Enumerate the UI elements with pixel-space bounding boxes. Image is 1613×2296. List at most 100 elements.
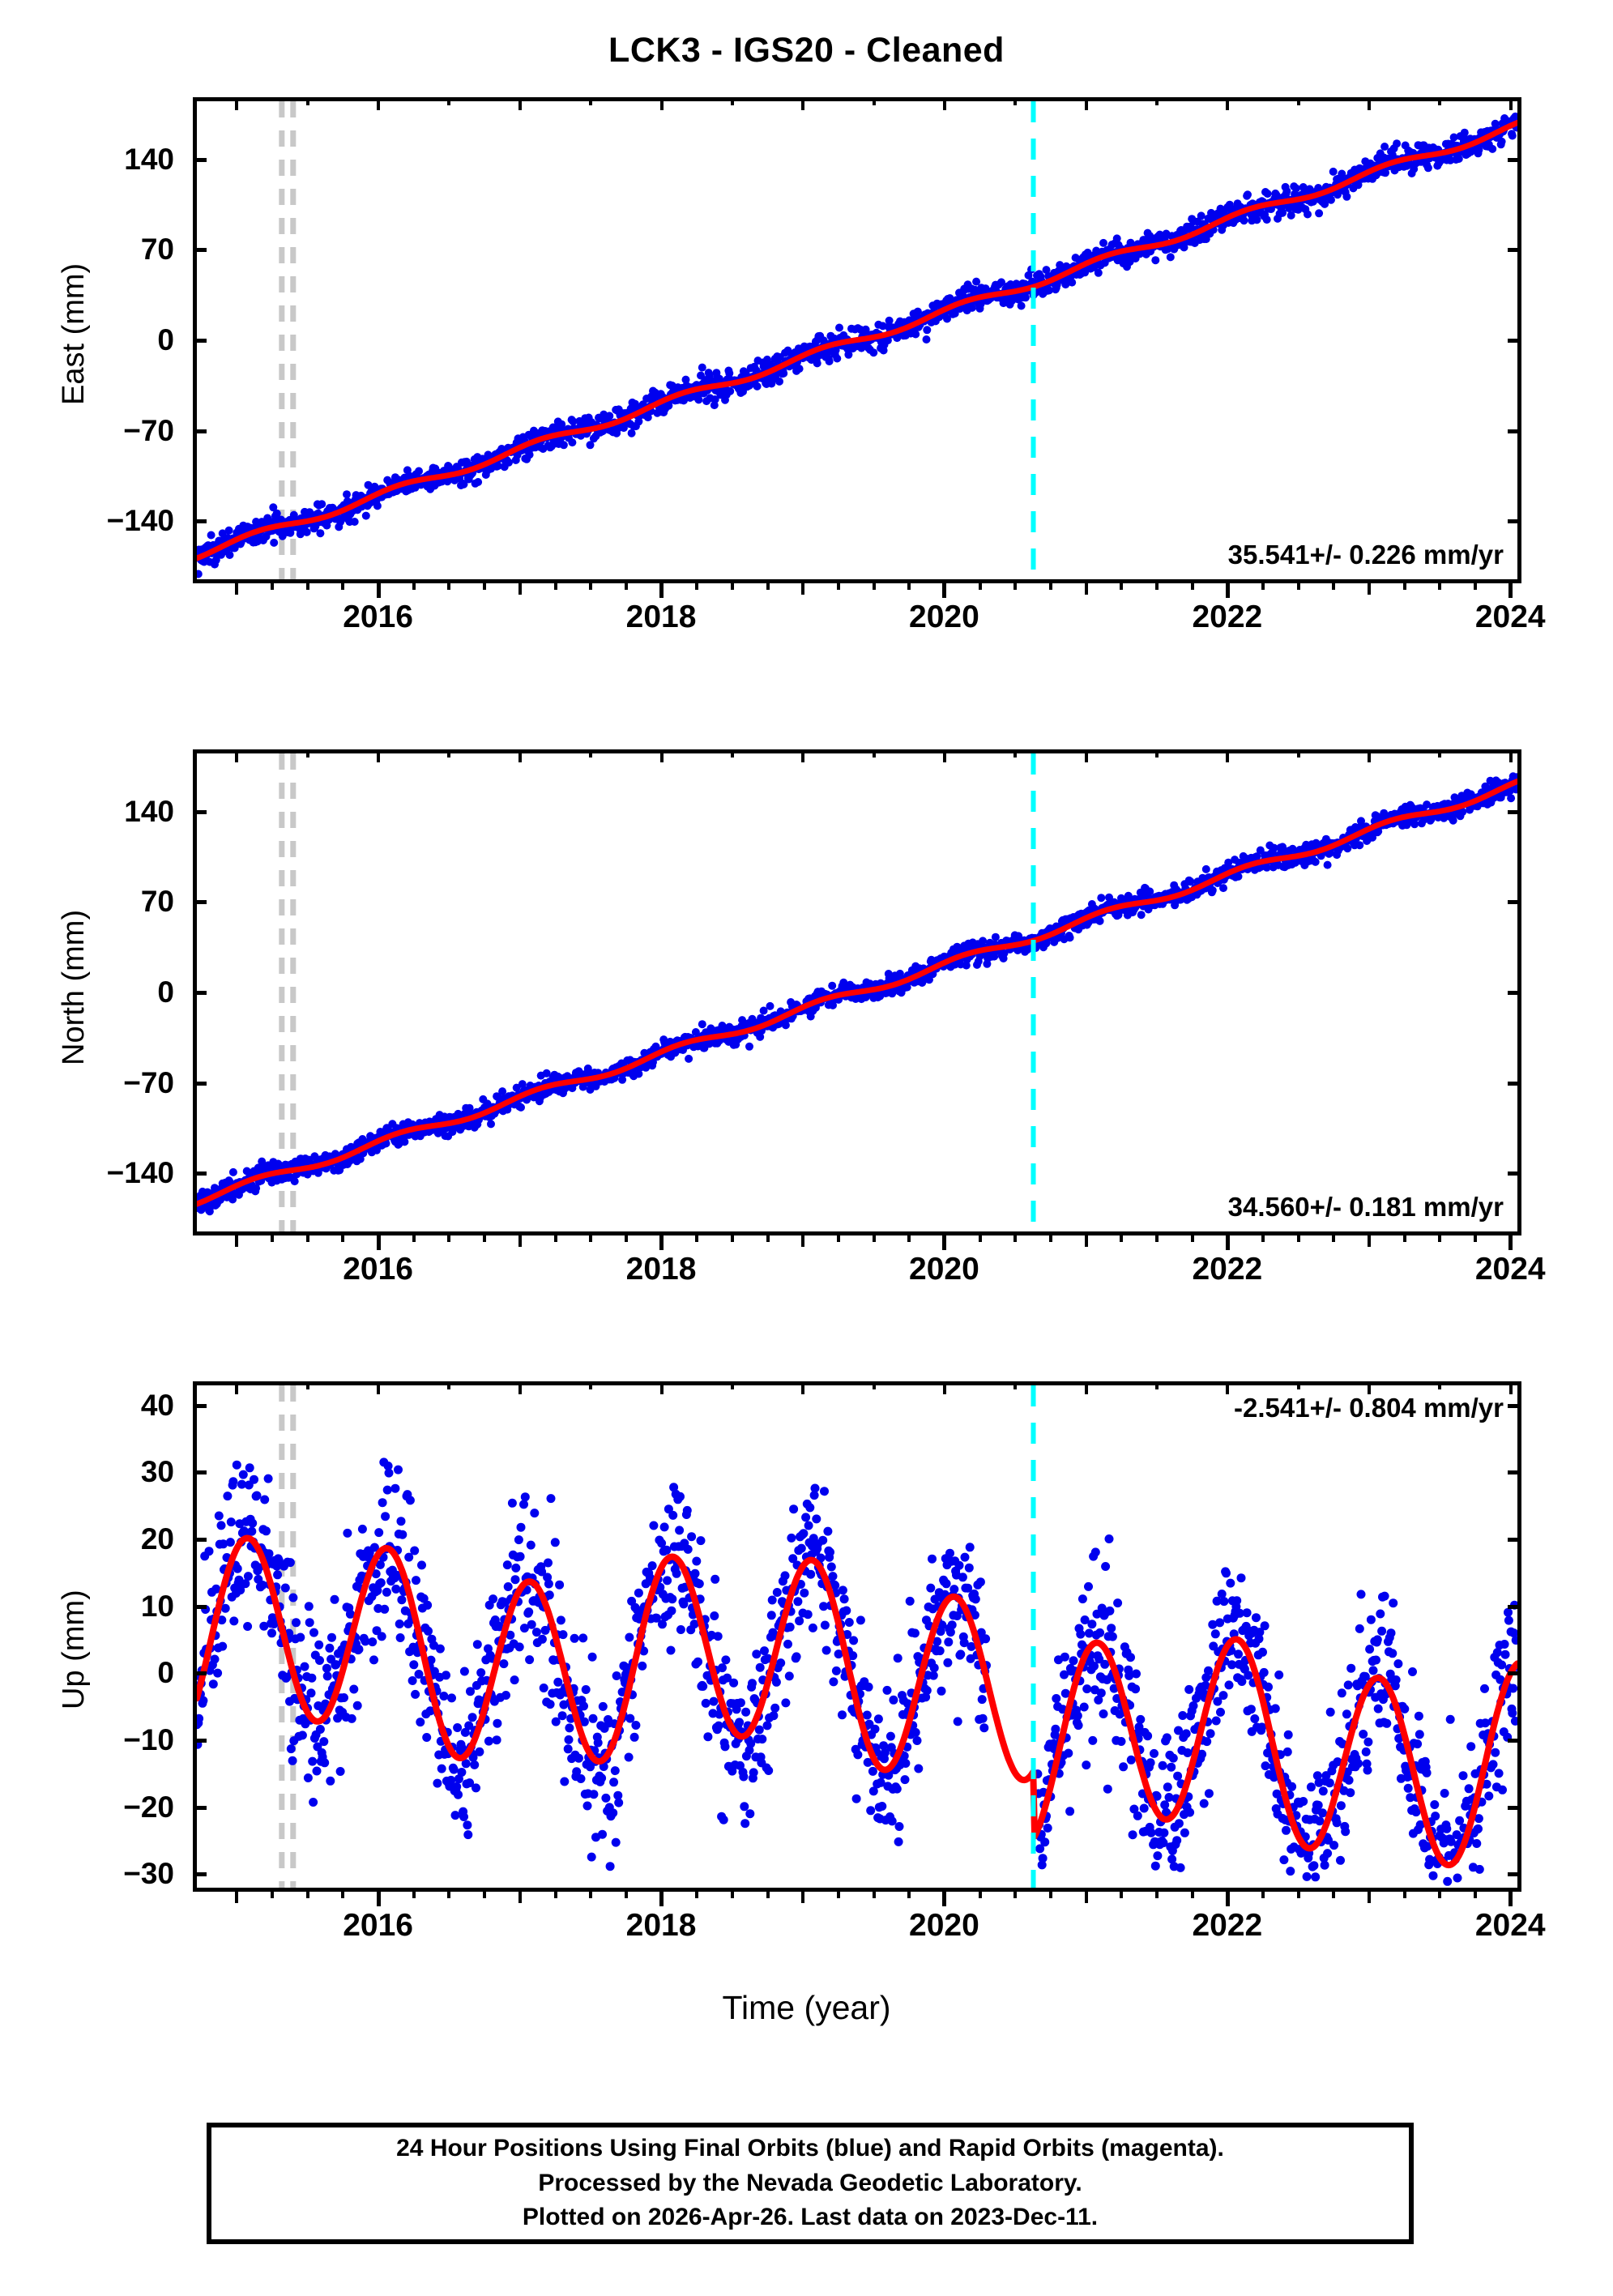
y-tick-label: −70: [123, 1065, 174, 1099]
y-tick-mark: [193, 519, 207, 524]
x-tick-mark-minor: [447, 1234, 451, 1242]
x-tick-mark-minor: [1402, 582, 1406, 590]
x-tick-mark-top: [518, 1381, 522, 1394]
y-tick-mark: [193, 1171, 207, 1176]
x-tick-mark-minor: [624, 582, 628, 590]
x-tick-mark-minor: [695, 582, 699, 590]
y-tick-mark: [193, 991, 207, 995]
x-tick-mark-minor: [1261, 1890, 1265, 1898]
x-tick-mark-minor: [730, 1890, 734, 1898]
panel-up-plot-area: [193, 1381, 1521, 1892]
caption-box: 24 Hour Positions Using Final Orbits (bl…: [207, 2123, 1414, 2244]
x-tick-mark-top: [730, 97, 734, 105]
x-tick-mark-top: [872, 97, 876, 105]
x-tick-label: 2022: [1192, 600, 1263, 634]
x-tick-mark-minor: [801, 582, 805, 595]
caption-line-2: Processed by the Nevada Geodetic Laborat…: [538, 2169, 1082, 2196]
x-tick-mark-minor: [235, 1890, 239, 1903]
x-tick-label: 2016: [343, 600, 413, 634]
y-tick-mark: [193, 1081, 207, 1086]
x-tick-mark-top: [1226, 1381, 1230, 1394]
x-tick-mark-minor: [624, 1890, 628, 1898]
x-tick-mark-top: [1084, 97, 1088, 110]
x-tick-mark-minor: [447, 1890, 451, 1898]
x-tick-mark-minor: [589, 582, 593, 590]
x-tick-mark-minor: [836, 1234, 840, 1242]
x-tick-mark-minor: [1084, 1890, 1088, 1903]
y-tick-mark: [193, 429, 207, 433]
y-tick-mark: [193, 809, 207, 814]
y-tick-label: 70: [140, 233, 174, 267]
x-tick-label: 2022: [1192, 1252, 1263, 1287]
x-tick-mark-major: [942, 1234, 947, 1250]
x-tick-mark-minor: [589, 1890, 593, 1898]
x-tick-mark-top: [1226, 97, 1230, 110]
x-tick-mark-minor: [801, 1890, 805, 1903]
x-tick-mark-top: [1438, 97, 1442, 105]
x-tick-mark-top: [518, 97, 522, 110]
x-tick-mark-top: [305, 749, 309, 758]
x-tick-label: 2020: [909, 600, 979, 634]
x-tick-mark-minor: [305, 1890, 309, 1898]
x-tick-mark-minor: [1261, 1234, 1265, 1242]
x-tick-mark-minor: [305, 1234, 309, 1242]
x-tick-mark-top: [235, 97, 239, 110]
panel-up-data-layer: [197, 1385, 1517, 1888]
y-tick-mark: [1508, 1872, 1521, 1877]
x-tick-mark-top: [801, 1381, 805, 1394]
x-tick-mark-top: [589, 97, 593, 105]
x-tick-mark-minor: [483, 582, 487, 590]
y-tick-label: 30: [140, 1455, 174, 1489]
x-tick-mark-minor: [1368, 582, 1372, 595]
y-tick-mark: [193, 157, 207, 162]
x-tick-mark-top: [872, 1381, 876, 1389]
y-tick-mark: [193, 339, 207, 343]
caption-line-1: 24 Hour Positions Using Final Orbits (bl…: [396, 2135, 1224, 2162]
y-tick-mark: [193, 1872, 207, 1877]
y-tick-mark: [1508, 991, 1521, 995]
x-tick-mark-minor: [1368, 1890, 1372, 1903]
y-tick-mark: [193, 1470, 207, 1475]
x-tick-mark-top: [305, 1381, 309, 1389]
y-tick-label: −140: [106, 1156, 174, 1190]
x-tick-mark-major: [659, 582, 664, 598]
x-tick-mark-minor: [1190, 582, 1194, 590]
y-tick-mark: [1508, 248, 1521, 253]
x-tick-mark-minor: [766, 582, 770, 590]
x-tick-mark-minor: [907, 582, 911, 590]
x-tick-mark-major: [942, 582, 947, 598]
x-tick-mark-major: [942, 1890, 947, 1906]
x-tick-mark-top: [730, 749, 734, 758]
y-tick-mark: [1508, 1604, 1521, 1609]
x-tick-label: 2018: [625, 1908, 697, 1943]
x-tick-label: 2018: [625, 1252, 697, 1287]
y-tick-label: −30: [123, 1857, 174, 1891]
x-tick-mark-minor: [872, 1234, 876, 1242]
x-tick-mark-minor: [1155, 582, 1159, 590]
y-tick-mark: [1508, 1538, 1521, 1543]
x-tick-mark-minor: [1013, 582, 1018, 590]
x-tick-mark-top: [1296, 97, 1300, 105]
y-tick-mark: [193, 1403, 207, 1408]
x-tick-mark-minor: [1438, 1890, 1442, 1898]
y-tick-label: −10: [123, 1723, 174, 1757]
x-tick-mark-top: [377, 97, 381, 110]
x-tick-mark-minor: [1368, 1234, 1372, 1247]
x-tick-mark-minor: [412, 1890, 416, 1898]
x-tick-mark-minor: [836, 582, 840, 590]
x-tick-mark-minor: [1120, 1234, 1124, 1242]
x-tick-mark-minor: [412, 582, 416, 590]
x-tick-mark-minor: [518, 582, 522, 595]
x-tick-mark-top: [659, 1381, 664, 1394]
x-tick-mark-top: [589, 749, 593, 758]
y-tick-label: 20: [140, 1522, 174, 1556]
y-tick-label: −20: [123, 1790, 174, 1824]
y-tick-mark: [1508, 157, 1521, 162]
x-tick-label: 2020: [909, 1908, 979, 1943]
y-tick-mark: [193, 1538, 207, 1543]
x-tick-mark-minor: [1190, 1234, 1194, 1242]
x-tick-mark-top: [589, 1381, 593, 1389]
x-tick-mark-minor: [1120, 582, 1124, 590]
y-tick-label: 40: [140, 1388, 174, 1422]
x-tick-mark-top: [518, 749, 522, 762]
